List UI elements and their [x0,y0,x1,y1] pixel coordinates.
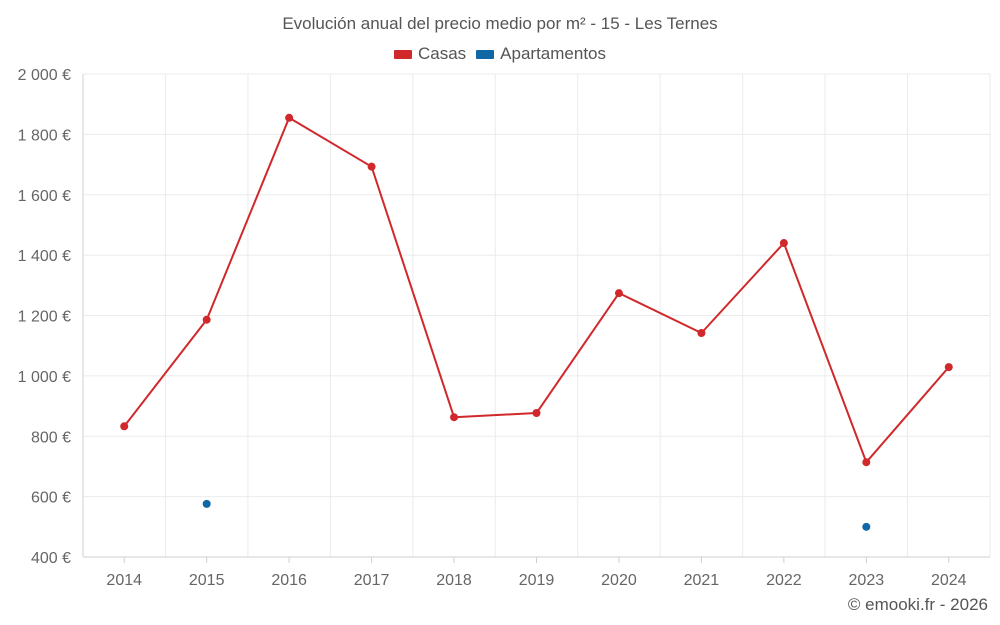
x-tick-label: 2021 [684,572,720,589]
data-point-casas [285,113,294,122]
data-point-casas [944,363,953,372]
data-point-casas [120,422,129,431]
series [120,113,953,531]
chart-title: Evolución anual del precio medio por m² … [282,14,718,33]
data-point-casas [614,289,623,298]
x-tick-label: 2015 [189,572,225,589]
legend-swatch-apartamentos [476,49,495,59]
legend-item-apartamentos[interactable]: Apartamentos [476,44,606,64]
data-point-casas [862,458,871,467]
y-tick-label: 1 800 € [18,127,71,144]
legend-label-apartamentos: Apartamentos [500,44,607,63]
legend-item-casas[interactable]: Casas [393,44,467,64]
x-tick-label: 2019 [519,572,555,589]
x-tick-label: 2020 [601,572,637,589]
x-tick-label: 2017 [354,572,390,589]
x-tick-label: 2022 [766,572,802,589]
x-tick-label: 2024 [931,572,967,589]
data-point-casas [697,329,706,338]
legend-swatch-casas [393,49,412,59]
x-tick-label: 2023 [849,572,885,589]
y-tick-label: 1 000 € [18,369,71,386]
y-tick-label: 1 400 € [18,248,71,265]
y-tick-label: 800 € [31,429,71,446]
y-tick-label: 1 200 € [18,309,71,326]
x-tick-label: 2014 [106,572,142,589]
y-tick-label: 600 € [31,490,71,507]
credit: © emooki.fr - 2026 [847,595,988,614]
x-tick-label: 2016 [271,572,307,589]
data-point-casas [779,239,788,248]
data-point-casas [367,162,376,171]
axes: 2 000 € 1 800 € 1 600 € 1 400 € 1 200 € 1 000… [18,67,990,589]
data-point-apartamentos [862,522,871,531]
y-tick-label: 2 000 € [18,67,71,84]
legend-label-casas: Casas [417,44,467,63]
x-tick-label: 2018 [436,572,472,589]
y-tick-label: 400 € [31,550,71,567]
y-tick-label: 1 600 € [18,188,71,205]
data-point-casas [202,315,211,324]
data-point-casas [450,413,459,422]
data-point-apartamentos [202,499,211,508]
data-point-casas [532,409,541,418]
legend: Casas Apartamentos [0,44,1000,64]
grid [82,73,991,558]
